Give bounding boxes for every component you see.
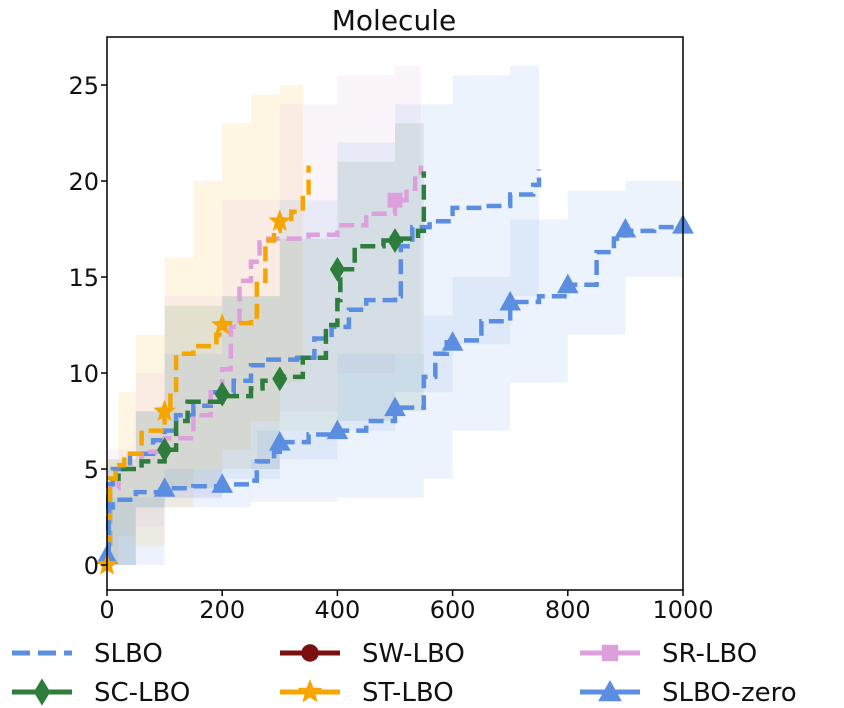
x-axis-ticks: 0 200 400 600 800 1000 bbox=[99, 590, 714, 624]
marker-st-lbo-1 bbox=[153, 399, 176, 422]
x-tick-label: 400 bbox=[314, 596, 360, 624]
marker-slbo-zero-1 bbox=[153, 477, 176, 497]
marker-slbo-zero-2 bbox=[211, 473, 234, 493]
marker-sc-lbo-2 bbox=[272, 366, 288, 392]
y-tick-label: 0 bbox=[84, 552, 99, 580]
legend-item-sr-lbo: SR-LBO bbox=[580, 639, 757, 669]
x-tick-label: 1000 bbox=[652, 596, 713, 624]
legend-marker bbox=[598, 679, 622, 702]
y-tick-label: 15 bbox=[68, 264, 99, 292]
plot-frame bbox=[106, 36, 684, 591]
legend-item-st-lbo: ST-LBO bbox=[280, 678, 454, 708]
legend-item-sc-lbo: SC-LBO bbox=[12, 678, 190, 708]
marker-sc-lbo-1 bbox=[214, 381, 230, 407]
legend-item-slbo-zero: SLBO-zero bbox=[580, 678, 797, 708]
line-slbo-zero bbox=[106, 224, 686, 558]
legend-label: SW-LBO bbox=[362, 639, 465, 669]
marker-sr-lbo-0 bbox=[387, 192, 403, 208]
y-tick-label: 25 bbox=[68, 72, 99, 100]
marker-st-lbo-3 bbox=[268, 209, 292, 231]
marker-st-lbo-2 bbox=[210, 313, 234, 335]
marker-slbo-zero-8 bbox=[556, 273, 579, 294]
y-tick-label: 10 bbox=[68, 360, 99, 388]
legend-label: SC-LBO bbox=[94, 678, 190, 708]
marker-sc-lbo-0 bbox=[157, 437, 173, 463]
marker-sc-lbo-4 bbox=[387, 228, 403, 253]
marker-slbo-zero-7 bbox=[499, 290, 522, 311]
band-sc-lbo bbox=[107, 123, 424, 566]
band-st-lbo bbox=[107, 85, 303, 565]
marker-slbo-zero-5 bbox=[384, 396, 406, 417]
x-tick-label: 0 bbox=[99, 596, 114, 624]
y-tick-label: 20 bbox=[68, 168, 99, 196]
series-markers bbox=[95, 192, 694, 575]
band-slbo-zero bbox=[107, 181, 683, 565]
marker-slbo-zero-6 bbox=[441, 331, 464, 351]
x-tick-label: 800 bbox=[545, 596, 591, 624]
legend-label: ST-LBO bbox=[362, 678, 454, 708]
chart-title: Molecule bbox=[332, 4, 456, 37]
legend-item-sw-lbo: SW-LBO bbox=[280, 639, 465, 669]
x-tick-label: 600 bbox=[430, 596, 476, 624]
legend-marker bbox=[33, 678, 51, 706]
legend-marker bbox=[297, 679, 323, 703]
line-slbo bbox=[105, 169, 542, 533]
x-tick-label: 200 bbox=[199, 596, 245, 624]
marker-sc-lbo-3 bbox=[329, 256, 345, 282]
legend-marker bbox=[301, 644, 319, 662]
legend-marker bbox=[601, 644, 619, 662]
legend-label: SLBO bbox=[94, 639, 163, 669]
confidence-bands bbox=[107, 65, 683, 566]
marker-slbo-zero-4 bbox=[326, 419, 349, 440]
legend-label: SR-LBO bbox=[662, 639, 757, 669]
legend-label: SLBO-zero bbox=[662, 678, 797, 708]
legend-item-slbo: SLBO bbox=[12, 639, 163, 669]
legend: SLBO SW-LBO SR-LBO SC-LBO ST-LBO SLBO-zero bbox=[12, 639, 797, 708]
y-tick-label: 5 bbox=[84, 456, 99, 484]
marker-slbo-zero-3 bbox=[268, 431, 291, 451]
y-axis-ticks: 0 5 10 15 20 25 bbox=[68, 72, 107, 580]
marker-slbo-zero-9 bbox=[614, 217, 637, 238]
band-slbo bbox=[107, 65, 539, 566]
